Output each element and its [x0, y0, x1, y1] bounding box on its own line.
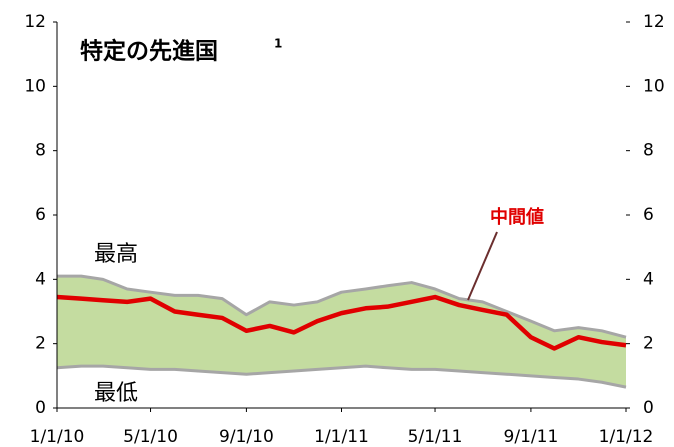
chart-title: 特定の先進国	[80, 38, 218, 65]
x-tick-label: 1/1/11	[314, 427, 369, 447]
y2-tick-label: 4	[643, 269, 654, 289]
min-line	[56, 364, 627, 389]
leader-line	[467, 231, 498, 301]
min-label: 最低	[94, 381, 138, 406]
y2-tick-label: 8	[643, 141, 654, 161]
title-note: 1	[274, 37, 282, 51]
y-tick-label: 10	[24, 76, 46, 96]
y2-tick-label: 12	[643, 12, 665, 32]
max-line	[57, 274, 627, 339]
y2-tick-label: 0	[643, 398, 654, 418]
x-tick-label: 5/1/11	[408, 427, 463, 447]
y-tick-label: 2	[35, 334, 46, 354]
x-tick-label: 1/1/12	[599, 427, 654, 447]
x-tick-label: 5/1/10	[123, 427, 178, 447]
y-tick-label: 4	[35, 269, 46, 289]
median-line	[56, 294, 627, 351]
x-tick-label: 9/1/10	[219, 427, 274, 447]
y2-tick-label: 2	[643, 334, 654, 354]
y2-tick-label: 6	[643, 205, 654, 225]
y-tick-label: 8	[35, 141, 46, 161]
median-label: 中間値	[490, 206, 544, 228]
y-tick-label: 6	[35, 205, 46, 225]
x-tick-label: 1/1/10	[30, 427, 85, 447]
y-tick-label: 12	[24, 12, 46, 32]
x-tick-label: 9/1/11	[504, 427, 559, 447]
y-tick-label: 0	[35, 398, 46, 418]
y2-tick-label: 10	[643, 76, 665, 96]
max-label: 最高	[94, 242, 138, 267]
